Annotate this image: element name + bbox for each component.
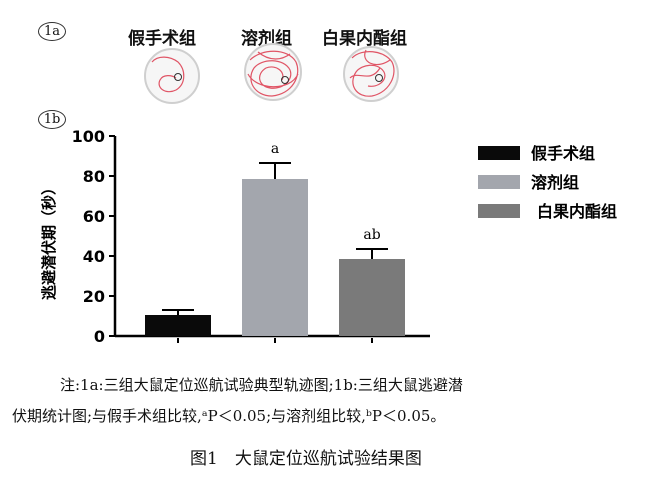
bars: a ab: [145, 141, 405, 343]
trajectory-ginkgolide: [343, 46, 399, 102]
significance-label-2: a: [271, 141, 279, 157]
panel-b-label: 1b: [38, 110, 66, 129]
y-tick-label-0: 0: [94, 327, 105, 346]
bar-2: [242, 179, 308, 336]
y-tick-label-40: 40: [83, 247, 105, 266]
legend-swatch-1: [478, 146, 520, 160]
trajectory-solvent: [244, 43, 302, 101]
bar-1: [145, 315, 211, 336]
legend-swatch-2: [478, 175, 520, 189]
group-title-ginkgolide: 白果内酯组: [322, 29, 407, 49]
legend-label-2: 溶剂组: [531, 173, 579, 192]
trajectory-sham: [144, 48, 200, 104]
trajectory-images: [144, 43, 399, 104]
y-tick-label-60: 60: [83, 207, 105, 226]
y-tick-label-20: 20: [83, 287, 105, 306]
significance-label-3: ab: [363, 227, 380, 243]
bar-3: [339, 259, 405, 336]
y-axis-label: 逃避潜伏期（秒）: [40, 180, 58, 300]
y-axis: 0 20 40 60 80 100: [72, 127, 430, 346]
legend-label-1: 假手术组: [531, 144, 595, 163]
note-line-2: 伏期统计图;与假手术组比较,ᵃP＜0.05;与溶剂组比较,ᵇP＜0.05。: [12, 407, 446, 425]
y-tick-label-80: 80: [83, 167, 105, 186]
note-line-1: 注:1a:三组大鼠定位巡航试验典型轨迹图;1b:三组大鼠逃避潜: [60, 376, 463, 394]
legend-label-3: 白果内酯组: [537, 202, 617, 221]
legend-swatch-3: [478, 204, 520, 218]
figure-caption: 图1 大鼠定位巡航试验结果图: [190, 449, 422, 469]
panel-a-label: 1a: [38, 22, 66, 41]
group-title-sham: 假手术组: [128, 29, 196, 49]
y-tick-label-100: 100: [72, 127, 105, 146]
